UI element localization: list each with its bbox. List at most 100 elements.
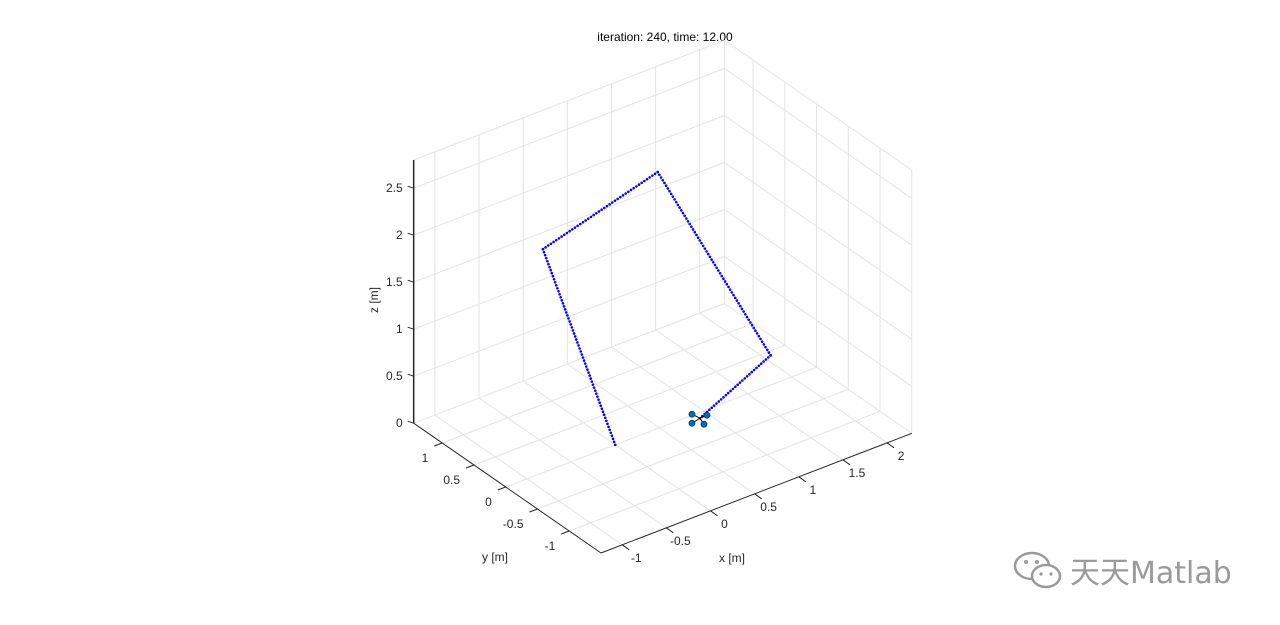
z-tick	[407, 279, 414, 283]
z-tick-label: 2.5	[386, 181, 403, 195]
trajectory-point	[616, 197, 619, 201]
trajectory-point	[701, 244, 705, 248]
trajectory-point	[769, 354, 772, 357]
trajectory-point	[710, 406, 714, 410]
trajectory-point	[767, 351, 771, 354]
trajectory-point	[741, 379, 744, 382]
trajectory-point	[723, 280, 727, 283]
trajectory-point	[710, 258, 713, 261]
x-tick-label: 1.5	[849, 466, 866, 480]
trajectory-point	[580, 353, 584, 356]
x-tick	[798, 476, 807, 483]
y-tick-label: 1	[422, 451, 429, 465]
trajectory-point	[648, 176, 651, 179]
trajectory-point	[729, 389, 732, 393]
grid-line-x	[699, 312, 888, 444]
grid-line-z-wall	[724, 256, 913, 387]
trajectory-point	[653, 172, 657, 176]
grid-line-z	[413, 162, 725, 283]
trajectory-point	[596, 395, 599, 398]
trajectory-point	[760, 340, 764, 343]
trajectory-point	[599, 404, 603, 408]
trajectory-point	[600, 407, 604, 411]
trajectory-point	[632, 186, 635, 190]
trajectory-point	[688, 222, 692, 226]
trajectory-point	[664, 184, 668, 188]
x-tick-label: 0.5	[760, 500, 777, 514]
grid-line-z	[413, 68, 725, 189]
y-tick	[561, 530, 570, 535]
x-tick-label: -0.5	[670, 534, 691, 548]
trajectory-point	[610, 434, 614, 438]
trajectory-point	[547, 262, 550, 266]
trajectory-point	[700, 241, 703, 245]
trajectory-point	[553, 280, 557, 284]
x-tick	[754, 493, 762, 500]
trajectory-point	[579, 350, 583, 353]
drone-rotor	[700, 420, 708, 428]
trajectory-point	[548, 265, 551, 269]
trajectory-point	[581, 220, 585, 224]
x-tick-label: 1	[809, 483, 816, 497]
trajectory-point	[640, 181, 643, 185]
trajectory-point	[765, 348, 769, 352]
trajectory-point	[611, 437, 615, 441]
trajectory-point	[749, 321, 752, 324]
trajectory-point	[755, 366, 758, 370]
trajectory-point	[669, 192, 673, 196]
trajectory-point	[577, 344, 580, 347]
trajectory-point	[705, 250, 708, 253]
trajectory-point	[715, 266, 718, 270]
trajectory-point	[643, 179, 646, 183]
trajectory-point	[578, 222, 582, 226]
trajectory-point	[561, 302, 565, 305]
trajectory-point	[595, 392, 598, 395]
grid-line-x	[478, 397, 667, 529]
y-tick-label: -0.5	[503, 517, 524, 531]
trajectory-point	[581, 356, 585, 359]
trajectory-point	[573, 335, 577, 338]
trajectory	[541, 170, 772, 447]
trajectory-point	[745, 315, 749, 319]
trajectory-point	[552, 277, 556, 281]
trajectory-point	[588, 374, 591, 377]
trajectory-point	[659, 176, 663, 179]
trajectory-point	[695, 233, 698, 237]
trajectory-point	[576, 341, 579, 344]
trajectory-point	[544, 246, 547, 249]
trajectory-point	[603, 416, 607, 420]
trajectory-point	[635, 185, 638, 188]
trajectory-point	[681, 211, 685, 215]
grid-edge	[413, 39, 725, 161]
trajectory-point	[558, 293, 561, 296]
trajectory-point	[764, 345, 767, 349]
trajectory-point	[661, 178, 665, 182]
trajectory-point	[744, 312, 747, 316]
trajectory-point	[576, 224, 579, 228]
x-tick	[666, 527, 674, 534]
y-tick	[529, 508, 538, 513]
trajectory-point	[566, 314, 569, 317]
y-tick	[465, 464, 475, 469]
trajectory-point	[578, 347, 581, 350]
grid-line-z-wall	[724, 115, 913, 246]
x-tick	[710, 510, 718, 517]
watermark-text: 天天Matlab	[1070, 556, 1232, 591]
trajectory-point	[730, 291, 734, 294]
trajectory-point	[757, 364, 761, 368]
trajectory-point	[546, 244, 550, 247]
trajectory-point	[735, 299, 739, 302]
trajectory-point	[559, 296, 563, 299]
trajectory-point	[718, 271, 722, 275]
trajectory-point	[573, 226, 577, 229]
trajectory-point	[563, 308, 567, 311]
trajectory-point	[732, 293, 735, 297]
trajectory-point	[569, 323, 573, 326]
trajectory-point	[737, 302, 740, 305]
z-tick-label: 0.5	[386, 369, 403, 383]
trajectory-point	[593, 389, 597, 392]
trajectory-point	[693, 230, 697, 234]
trajectory-point	[589, 377, 593, 380]
trajectory-point	[719, 398, 723, 401]
trajectory-point	[712, 404, 716, 407]
